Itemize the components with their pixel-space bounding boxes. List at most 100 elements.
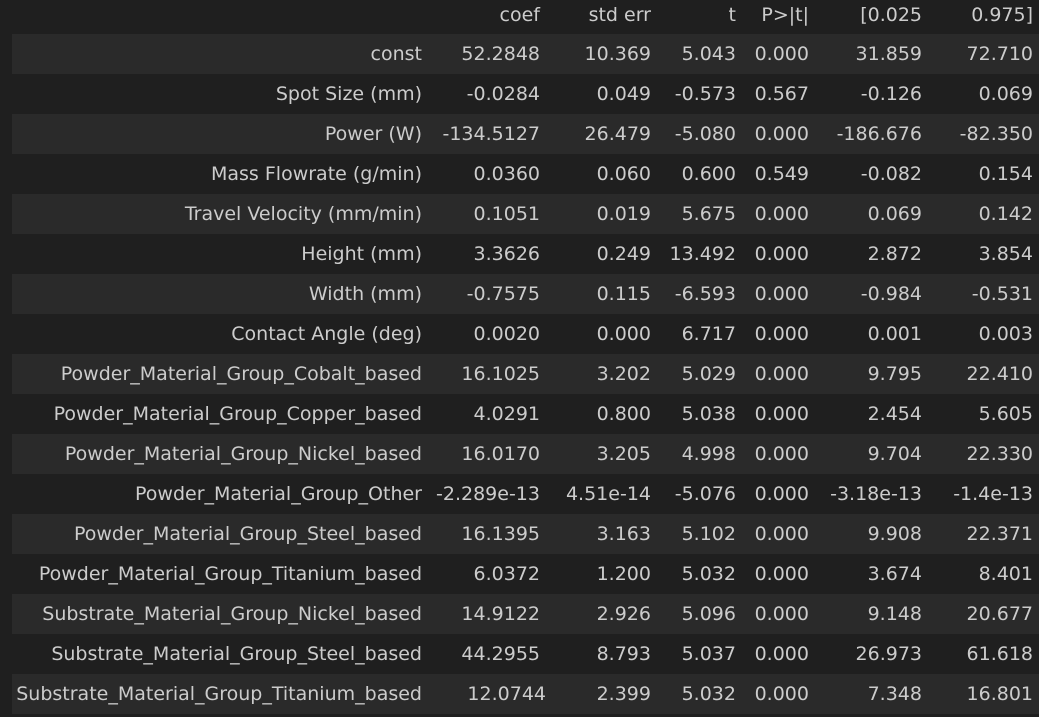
std-err-cell: 0.060 <box>596 163 651 185</box>
row-label: Width (mm) <box>308 283 422 305</box>
coef-cell: 12.0744 <box>467 683 546 705</box>
t-cell: 5.675 <box>681 203 736 225</box>
header-cell-std-err: std err <box>588 4 651 26</box>
coef-cell: -134.5127 <box>442 123 540 145</box>
ci-lower-cell: 9.704 <box>867 443 922 465</box>
ci-lower-cell: -0.082 <box>860 163 922 185</box>
t-cell: -6.593 <box>674 283 736 305</box>
table-row: Powder_Material_Group_Nickel_based 16.017… <box>6 434 1039 474</box>
header-cell-index <box>6 0 434 34</box>
t-cell: -5.076 <box>674 483 736 505</box>
coef-cell: 3.3626 <box>473 243 540 265</box>
ci-upper-cell: 0.142 <box>978 203 1033 225</box>
std-err-cell: 0.049 <box>596 83 651 105</box>
row-label: Substrate_Material_Group_Steel_based <box>51 643 422 665</box>
t-cell: 0.600 <box>681 163 736 185</box>
ci-upper-cell: 72.710 <box>966 43 1033 65</box>
table-row: Powder_Material_Group_Titanium_based 6.03… <box>6 554 1039 594</box>
p-value-cell: 0.549 <box>754 163 809 185</box>
ci-lower-cell: 9.795 <box>867 363 922 385</box>
header-cell-coef: coef <box>499 4 540 26</box>
coef-cell: 44.2955 <box>461 643 540 665</box>
coef-cell: -2.289e-13 <box>436 483 540 505</box>
coef-cell: 16.0170 <box>461 443 540 465</box>
p-value-cell: 0.000 <box>754 283 809 305</box>
table-row: Mass Flowrate (g/min) 0.0360 0.060 0.600 0.5… <box>6 154 1039 194</box>
ci-lower-cell: 9.148 <box>867 603 922 625</box>
row-label: Powder_Material_Group_Steel_based <box>73 523 422 545</box>
t-cell: 5.038 <box>681 403 736 425</box>
p-value-cell: 0.000 <box>754 563 809 585</box>
std-err-cell: 2.926 <box>596 603 651 625</box>
p-value-cell: 0.000 <box>754 203 809 225</box>
row-label: Substrate_Material_Group_Nickel_based <box>42 603 422 625</box>
coef-cell: -0.0284 <box>466 83 540 105</box>
header-cell-ci-upper: 0.975] <box>971 4 1033 26</box>
table-row: Width (mm) -0.7575 0.115 -6.593 0.000 -0.984 -… <box>6 274 1039 314</box>
coef-cell: 16.1395 <box>461 523 540 545</box>
table-row: Height (mm) 3.3626 0.249 13.492 0.000 2.872 3.… <box>6 234 1039 274</box>
p-value-cell: 0.567 <box>754 83 809 105</box>
coef-cell: 6.0372 <box>473 563 540 585</box>
p-value-cell: 0.000 <box>754 523 809 545</box>
coef-cell: 52.2848 <box>461 43 540 65</box>
p-value-cell: 0.000 <box>754 403 809 425</box>
table-body: const 52.2848 10.369 5.043 0.000 31.859 72.710… <box>6 34 1039 714</box>
ci-lower-cell: 2.454 <box>867 403 922 425</box>
p-value-cell: 0.000 <box>754 643 809 665</box>
p-value-cell: 0.000 <box>754 603 809 625</box>
ci-upper-cell: 0.003 <box>978 323 1033 345</box>
t-cell: 5.029 <box>681 363 736 385</box>
std-err-cell: 4.51e-14 <box>565 483 651 505</box>
ci-lower-cell: 0.001 <box>867 323 922 345</box>
ci-upper-cell: 8.401 <box>978 563 1033 585</box>
p-value-cell: 0.000 <box>754 483 809 505</box>
ci-upper-cell: 22.371 <box>966 523 1033 545</box>
header-row: coef std err t P>|t| [0.025 0.975] <box>6 0 1039 34</box>
header-cell-ci-lower: [0.025 <box>860 4 922 26</box>
table-row: Powder_Material_Group_Steel_based 16.1395… <box>6 514 1039 554</box>
ci-lower-cell: 31.859 <box>855 43 922 65</box>
ci-upper-cell: -82.350 <box>959 123 1033 145</box>
ci-upper-cell: 0.154 <box>978 163 1033 185</box>
ci-upper-cell: 61.618 <box>966 643 1033 665</box>
p-value-cell: 0.000 <box>754 323 809 345</box>
ci-lower-cell: 9.908 <box>867 523 922 545</box>
row-label: Spot Size (mm) <box>275 83 422 105</box>
ci-lower-cell: 2.872 <box>867 243 922 265</box>
table-header: coef std err t P>|t| [0.025 0.975] <box>6 0 1039 34</box>
std-err-cell: 1.200 <box>596 563 651 585</box>
coef-cell: 4.0291 <box>473 403 540 425</box>
table-row: Powder_Material_Group_Other -2.289e-13 4.5… <box>6 474 1039 514</box>
ci-lower-cell: 26.973 <box>855 643 922 665</box>
table-row: Substrate_Material_Group_Steel_based 44.2… <box>6 634 1039 674</box>
row-label: Powder_Material_Group_Other <box>135 483 422 505</box>
ci-upper-cell: 16.801 <box>966 683 1033 705</box>
p-value-cell: 0.000 <box>754 243 809 265</box>
row-label: Height (mm) <box>301 243 422 265</box>
row-label: Mass Flowrate (g/min) <box>211 163 422 185</box>
coef-cell: 0.0020 <box>473 323 540 345</box>
p-value-cell: 0.000 <box>754 363 809 385</box>
ci-lower-cell: -3.18e-13 <box>830 483 922 505</box>
std-err-cell: 3.205 <box>596 443 651 465</box>
std-err-cell: 0.019 <box>596 203 651 225</box>
ci-upper-cell: 22.410 <box>966 363 1033 385</box>
row-label: Powder_Material_Group_Copper_based <box>53 403 422 425</box>
row-label: Powder_Material_Group_Titanium_based <box>38 563 422 585</box>
ci-upper-cell: -0.531 <box>971 283 1033 305</box>
table-row: Power (W) -134.5127 26.479 -5.080 0.000 -186.… <box>6 114 1039 154</box>
t-cell: 5.032 <box>681 683 736 705</box>
std-err-cell: 0.249 <box>596 243 651 265</box>
row-label: Contact Angle (deg) <box>231 323 422 345</box>
ci-upper-cell: 20.677 <box>966 603 1033 625</box>
std-err-cell: 0.800 <box>596 403 651 425</box>
t-cell: 4.998 <box>681 443 736 465</box>
row-label: Substrate_Material_Group_Titanium_based <box>16 683 422 705</box>
row-label: Powder_Material_Group_Cobalt_based <box>60 363 422 385</box>
row-label: const <box>370 43 422 65</box>
std-err-cell: 10.369 <box>584 43 651 65</box>
ci-upper-cell: 3.854 <box>978 243 1033 265</box>
header-cell-p-value: P>|t| <box>761 4 809 26</box>
